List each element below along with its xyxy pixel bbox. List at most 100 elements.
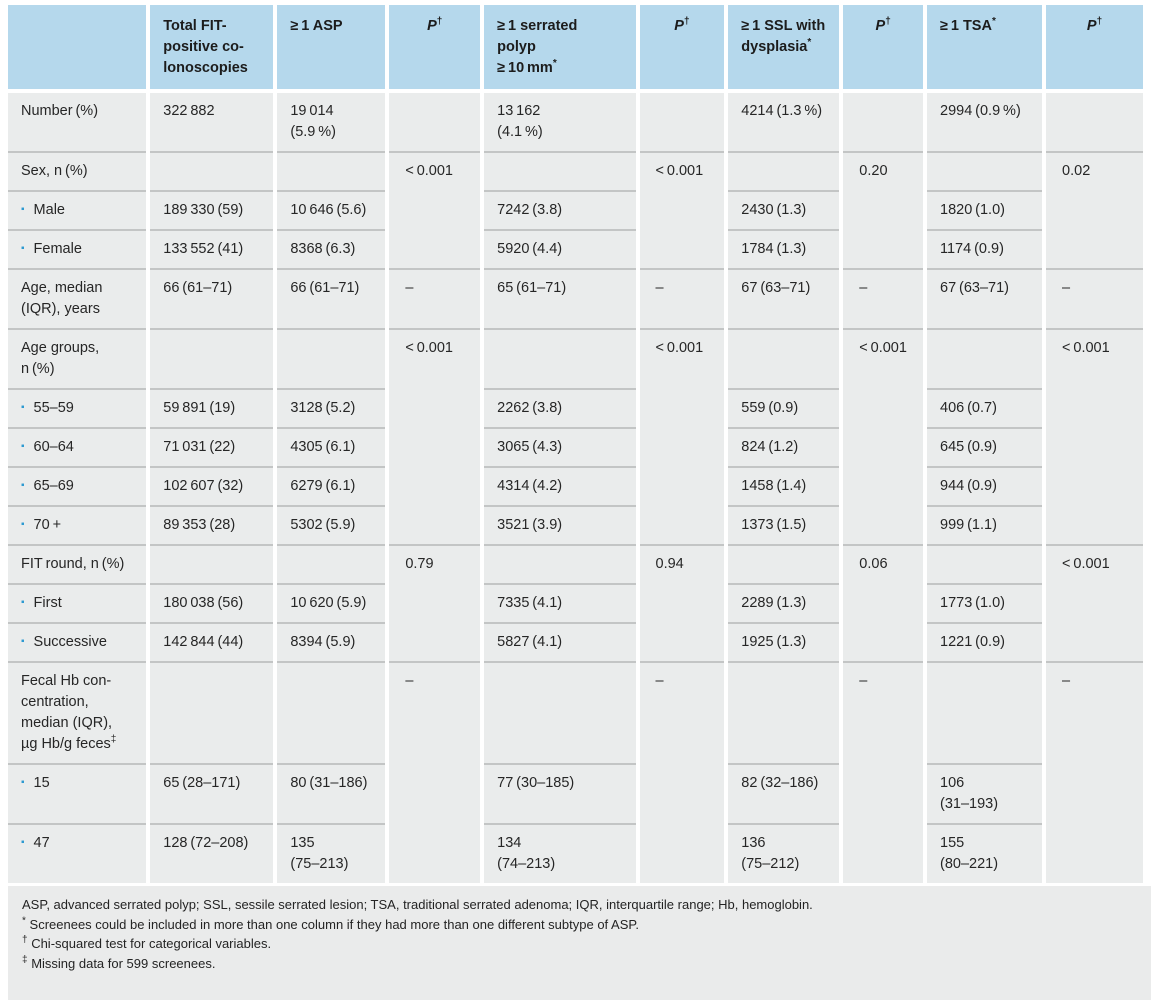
table-row-age-55-59: ▪ 55–59 59 891 (19) 3128 (5.2) 2262 (3.8)… [8, 388, 1143, 428]
table-cell: 406 (0.7) [927, 388, 1043, 428]
table-cell [150, 544, 274, 584]
p-value-cell: 0.06 [843, 544, 923, 662]
dagger-icon: † [1096, 16, 1103, 28]
table-cell: 322 882 [150, 93, 274, 152]
asterisk-icon: * [807, 37, 812, 49]
table-cell: 3065 (4.3) [484, 427, 636, 467]
header-row: Total FIT- positive co- lonoscopies ≥ 1 … [8, 5, 1143, 93]
row-label: Fecal Hb con- centration, median (IQR), … [8, 661, 147, 764]
p-value-cell: 0.02 [1046, 151, 1143, 269]
table-cell: 77 (30–185) [484, 763, 636, 824]
table-cell: 1221 (0.9) [927, 622, 1043, 662]
header-cell-p4: P† [1046, 5, 1143, 93]
table-cell [927, 151, 1043, 191]
row-label: ▪ Male [8, 190, 147, 230]
table-cell: 2289 (1.3) [728, 583, 840, 623]
row-label: ▪ 60–64 [8, 427, 147, 467]
table-cell: 65 (28–171) [150, 763, 274, 824]
bullet-icon: ▪ [21, 519, 25, 531]
table-body: Number (%) 322 882 19 014 (5.9 %) 13 162… [8, 93, 1143, 884]
row-label: ▪ 55–59 [8, 388, 147, 428]
table-cell: 1174 (0.9) [927, 229, 1043, 269]
footnote-dagger: † Chi-squared test for categorical varia… [22, 934, 272, 952]
table-cell: 5920 (4.4) [484, 229, 636, 269]
table-cell [927, 661, 1043, 764]
bullet-icon: ▪ [21, 441, 25, 453]
table-cell [484, 661, 636, 764]
table-cell [277, 328, 386, 389]
table-cell [927, 328, 1043, 389]
p-value-cell: < 0.001 [389, 151, 481, 269]
p-value-cell: < 0.001 [389, 328, 481, 545]
table-cell: 645 (0.9) [927, 427, 1043, 467]
table-cell [484, 544, 636, 584]
row-label: ▪ 65–69 [8, 466, 147, 506]
table-cell: 136 (75–212) [728, 823, 840, 884]
table-cell: 4214 (1.3 %) [728, 93, 840, 152]
row-label: Number (%) [8, 93, 147, 152]
table-cell [484, 151, 636, 191]
table-cell: 71 031 (22) [150, 427, 274, 467]
table-cell: 8394 (5.9) [277, 622, 386, 662]
table-cell [277, 544, 386, 584]
p-value-cell [843, 93, 923, 152]
p-value-cell: < 0.001 [639, 328, 725, 545]
bullet-icon: ▪ [21, 204, 25, 216]
p-value-cell [639, 93, 725, 152]
header-cell-serrated-polyp: ≥ 1 serrated polyp ≥ 10 mm* [484, 5, 636, 93]
header-cell-tsa: ≥ 1 TSA* [927, 5, 1043, 93]
table-cell: 133 552 (41) [150, 229, 274, 269]
row-label: ▪ First [8, 583, 147, 623]
table-row-male: ▪ Male 189 330 (59) 10 646 (5.6) 7242 (3.… [8, 190, 1143, 230]
table-cell: 66 (61–71) [277, 268, 386, 329]
header-cell-p2: P† [639, 5, 725, 93]
footnote-abbreviations: ASP, advanced serrated polyp; SSL, sessi… [22, 897, 813, 913]
header-cell-p1: P† [389, 5, 481, 93]
table-cell: 1458 (1.4) [728, 466, 840, 506]
table-cell: 82 (32–186) [728, 763, 840, 824]
dagger-icon: † [436, 16, 443, 28]
table-cell [150, 151, 274, 191]
table-row-age-60-64: ▪ 60–64 71 031 (22) 4305 (6.1) 3065 (4.3)… [8, 427, 1143, 467]
table-cell: 2430 (1.3) [728, 190, 840, 230]
p-value-cell: < 0.001 [1046, 328, 1143, 545]
row-label: Age groups, n (%) [8, 328, 147, 389]
p-value-cell: – [843, 661, 923, 884]
table-cell: 10 646 (5.6) [277, 190, 386, 230]
p-value-cell: – [389, 268, 481, 329]
table-row-age-65-69: ▪ 65–69 102 607 (32) 6279 (6.1) 4314 (4.2… [8, 466, 1143, 506]
table-row-hb-47: ▪ 47 128 (72–208) 135 (75–213) 134 (74–21… [8, 823, 1143, 884]
header-cell-asp: ≥ 1 ASP [277, 5, 386, 93]
p-value-cell: – [639, 268, 725, 329]
table-cell: 135 (75–213) [277, 823, 386, 884]
header-cell-blank [8, 5, 147, 93]
table-row-age-70plus: ▪ 70 + 89 353 (28) 5302 (5.9) 3521 (3.9) … [8, 505, 1143, 545]
table-cell: 824 (1.2) [728, 427, 840, 467]
bullet-icon: ▪ [21, 777, 25, 789]
table-cell: 4305 (6.1) [277, 427, 386, 467]
row-label: ▪ 15 [8, 763, 147, 824]
table-cell: 128 (72–208) [150, 823, 274, 884]
table-cell: 189 330 (59) [150, 190, 274, 230]
bullet-icon: ▪ [21, 402, 25, 414]
table-cell: 10 620 (5.9) [277, 583, 386, 623]
footnote-asterisk: * Screenees could be included in more th… [22, 915, 640, 932]
p-value-cell: 0.94 [639, 544, 725, 662]
row-label: Sex, n (%) [8, 151, 147, 191]
table-row-hb-15: ▪ 15 65 (28–171) 80 (31–186) 77 (30–185) … [8, 763, 1143, 824]
header-cell-ssl-dysplasia: ≥ 1 SSL with dysplasia* [728, 5, 840, 93]
table-cell [728, 544, 840, 584]
table-cell [728, 151, 840, 191]
table-header: Total FIT- positive co- lonoscopies ≥ 1 … [8, 5, 1143, 93]
p-value-cell: 0.20 [843, 151, 923, 269]
table-cell: 89 353 (28) [150, 505, 274, 545]
table-cell: 4314 (4.2) [484, 466, 636, 506]
row-label: ▪ 47 [8, 823, 147, 884]
table-row-first: ▪ First 180 038 (56) 10 620 (5.9) 7335 (4… [8, 583, 1143, 623]
dagger-icon: † [683, 16, 690, 28]
table-cell: 155 (80–221) [927, 823, 1043, 884]
p-value-cell: < 0.001 [639, 151, 725, 269]
table-cell [484, 328, 636, 389]
p-value-cell [389, 93, 481, 152]
